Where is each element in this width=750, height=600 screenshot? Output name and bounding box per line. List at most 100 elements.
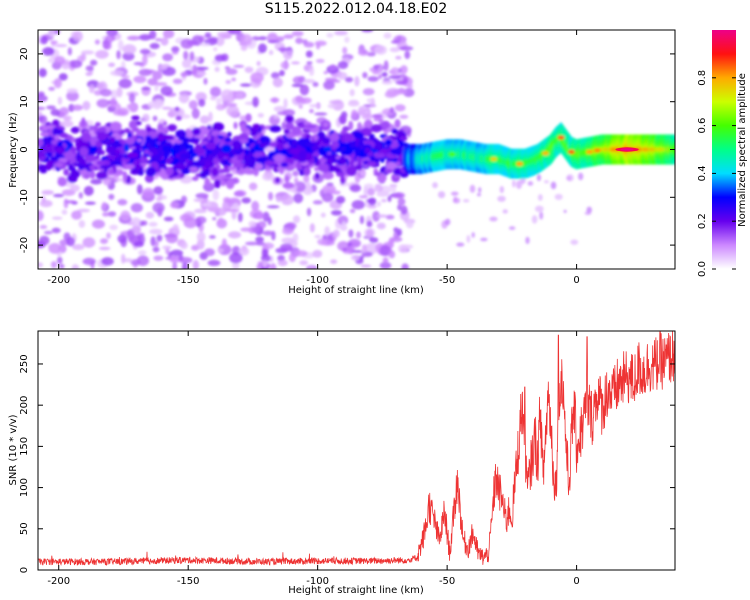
- spectrogram-noise-blob: [108, 193, 115, 200]
- spectrogram-noise-blob: [50, 261, 58, 269]
- spectrogram-noise-blob: [107, 211, 117, 217]
- spectrogram-noise-blob: [321, 192, 334, 203]
- spectrogram-noise-blob: [382, 257, 389, 264]
- spectrogram-x-tick-label: -50: [439, 275, 455, 286]
- spectrogram-noise-blob: [341, 221, 347, 230]
- spectrogram-x-axis-label: Height of straight line (km): [288, 285, 424, 296]
- spectrogram-band-blob: [232, 140, 242, 150]
- spectrogram-band-blob: [55, 161, 64, 168]
- spectrogram-noise-blob: [192, 64, 197, 75]
- spectrogram-noise-blob: [160, 37, 169, 46]
- spectrogram-noise-blob: [288, 253, 296, 263]
- spectrogram-noise-blob: [38, 235, 50, 246]
- spectrogram-noise-blob: [181, 262, 188, 269]
- spectrogram-y-axis-label: Frequency (Hz): [8, 112, 19, 188]
- spectrogram-band-blob: [89, 164, 96, 171]
- spectrogram-band-blob: [354, 146, 361, 155]
- spectrogram-noise-blob: [366, 98, 373, 103]
- spectrogram-noise-blob: [46, 105, 56, 110]
- spectrogram-noise-blob: [216, 97, 222, 107]
- spectrogram-peak: [557, 135, 565, 140]
- spectrogram-band-blob: [340, 175, 345, 185]
- spectrogram-noise-blob: [189, 51, 195, 61]
- spectrogram-noise-blob: [78, 220, 86, 228]
- spectrogram-noise-blob: [95, 49, 109, 59]
- spectrogram-noise-blob: [54, 43, 68, 48]
- spectrogram-noise-blob: [169, 201, 179, 209]
- spectrogram-noise-blob: [537, 194, 543, 201]
- spectrogram-noise-blob: [56, 256, 63, 265]
- spectrogram-noise-blob: [82, 257, 96, 266]
- spectrogram-band-blob: [81, 132, 92, 143]
- spectrogram-noise-blob: [204, 248, 215, 257]
- spectrogram-noise-blob: [374, 184, 384, 193]
- spectrogram-band-blob: [269, 125, 282, 133]
- spectrogram-noise-blob: [244, 66, 254, 73]
- spectrogram-noise-blob: [291, 61, 300, 65]
- spectrogram-noise-blob: [480, 237, 488, 242]
- spectrogram-noise-blob: [240, 45, 248, 51]
- spectrogram-band-blob: [353, 132, 364, 139]
- spectrogram-noise-blob: [39, 199, 53, 208]
- spectrogram-band-blob: [139, 157, 146, 162]
- spectrogram-noise-blob: [91, 219, 105, 229]
- spectrogram-noise-blob: [366, 220, 373, 228]
- spectrogram-band-blob: [145, 135, 153, 143]
- spectrogram-noise-blob: [267, 40, 280, 44]
- spectrogram-noise-blob: [323, 80, 335, 90]
- spectrogram-noise-blob: [280, 61, 290, 69]
- spectrogram-noise-blob: [327, 103, 337, 109]
- spectrogram-band-blob: [226, 131, 232, 137]
- spectrogram-band-blob: [167, 124, 177, 132]
- spectrogram-noise-blob: [357, 121, 362, 131]
- spectrogram-band-blob: [313, 133, 318, 142]
- spectrogram-noise-blob: [58, 263, 65, 269]
- spectrogram-noise-blob: [374, 45, 387, 55]
- spectrogram-noise-blob: [389, 106, 395, 114]
- spectrogram-noise-blob: [233, 64, 245, 68]
- colorbar-tick-label: 0.8: [697, 70, 708, 86]
- spectrogram-noise-blob: [121, 253, 126, 264]
- spectrogram-noise-blob: [330, 259, 338, 264]
- spectrogram-band-blob: [212, 122, 225, 132]
- spectrogram-noise-blob: [326, 32, 334, 38]
- spectrogram-band-blob: [221, 144, 232, 154]
- spectrogram-noise-blob: [258, 43, 267, 54]
- spectrogram-band-blob: [364, 147, 371, 154]
- spectrogram-noise-blob: [342, 46, 348, 55]
- spectrogram-band-blob: [370, 124, 383, 133]
- spectrogram-noise-blob: [138, 34, 152, 41]
- spectrogram-noise-blob: [387, 195, 392, 202]
- spectrogram-band-blob: [96, 131, 108, 141]
- spectrogram-noise-blob: [361, 30, 374, 33]
- snr-line: [38, 331, 675, 566]
- spectrogram-band-blob: [282, 182, 295, 189]
- spectrogram-band-blob: [47, 135, 53, 142]
- spectrogram-noise-blob: [180, 241, 188, 250]
- spectrogram-noise-blob: [61, 120, 74, 128]
- spectrogram-band-blob: [276, 142, 285, 151]
- spectrogram-noise-blob: [148, 221, 158, 227]
- spectrogram-noise-blob: [355, 231, 362, 239]
- spectrogram-band-blob: [59, 132, 69, 139]
- spectrogram-band-blob: [163, 135, 175, 141]
- spectrogram-band-blob: [248, 127, 259, 137]
- spectrogram-noise-blob: [154, 240, 159, 247]
- spectrogram-band-blob: [73, 162, 80, 167]
- spectrogram-noise-blob: [347, 100, 360, 107]
- spectrogram-noise-blob: [258, 36, 268, 41]
- spectrogram-noise-blob: [233, 190, 245, 197]
- spectrogram-noise-blob: [94, 39, 100, 45]
- spectrogram-noise-blob: [195, 66, 209, 71]
- spectrogram-band-blob: [109, 136, 116, 143]
- spectrogram-noise-blob: [309, 223, 315, 233]
- spectrogram-noise-blob: [181, 59, 192, 69]
- spectrogram-noise-blob: [291, 83, 304, 88]
- spectrogram-noise-blob: [139, 48, 151, 55]
- spectrogram-noise-blob: [282, 200, 289, 205]
- spectrogram-band-blob: [285, 122, 295, 131]
- spectrogram-noise-blob: [515, 180, 523, 190]
- spectrogram-band-blob: [175, 115, 182, 121]
- spectrogram-noise-blob: [50, 109, 61, 116]
